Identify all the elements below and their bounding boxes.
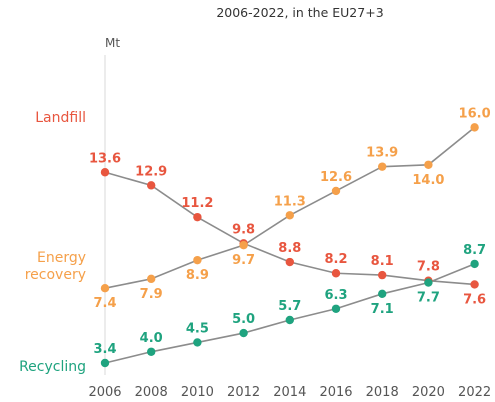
point-recycling (100, 358, 110, 368)
point-energy (147, 274, 156, 284)
data-labels: 13.6 12.9 11.2 9.8 8.8 8.2 8.1 7.8 7.6 7.4 7.9 8.9 9… (89, 106, 491, 357)
point-landfill (378, 270, 387, 280)
data-label-recycling: 7.1 (371, 302, 394, 317)
series-labels: Landfill Energy recovery Recycling (19, 110, 86, 375)
unit-label: Mt (105, 36, 120, 50)
x-axis: 2006 2008 2010 2012 2014 2016 2018 2020 2022 (88, 385, 491, 400)
point-landfill (285, 257, 294, 267)
point-recycling (193, 338, 202, 347)
data-label-energy: 14.0 (412, 173, 444, 188)
data-label-recycling: 4.0 (140, 331, 163, 346)
point-recycling (470, 259, 479, 269)
point-energy (100, 284, 110, 293)
point-recycling (378, 289, 387, 299)
x-tick-label: 2006 (88, 385, 121, 400)
data-label-landfill: 7.8 (417, 260, 440, 275)
point-energy (285, 211, 294, 220)
point-energy (470, 123, 479, 132)
x-tick-label: 2014 (273, 385, 306, 400)
data-label-recycling: 4.5 (186, 321, 209, 336)
point-energy (193, 255, 202, 265)
point-recycling (424, 278, 433, 287)
data-label-energy: 16.0 (459, 106, 491, 121)
x-tick-label: 2022 (458, 385, 491, 400)
data-label-recycling: 6.3 (324, 288, 347, 303)
point-recycling (147, 347, 156, 356)
data-label-energy: 12.6 (320, 170, 352, 185)
data-label-landfill: 8.1 (371, 254, 394, 269)
point-energy (378, 162, 387, 171)
data-label-energy: 7.9 (140, 287, 163, 302)
x-tick-label: 2020 (412, 385, 445, 400)
chart-subtitle: 2006-2022, in the EU27+3 (216, 5, 383, 20)
data-label-landfill: 8.2 (324, 252, 347, 267)
data-label-energy: 13.9 (366, 146, 398, 161)
data-label-landfill: 7.6 (463, 292, 486, 307)
data-label-landfill: 8.8 (278, 241, 301, 256)
point-recycling (331, 304, 341, 313)
data-label-energy: 7.4 (93, 296, 116, 311)
data-label-landfill: 12.9 (135, 164, 167, 179)
x-tick-label: 2010 (181, 385, 214, 400)
point-recycling (285, 315, 294, 325)
point-landfill (193, 212, 202, 222)
point-recycling (239, 328, 248, 338)
series-label-energy: Energy recovery (25, 250, 86, 283)
data-label-recycling: 3.4 (93, 342, 116, 357)
data-label-energy: 8.9 (186, 268, 209, 283)
x-tick-label: 2008 (135, 385, 168, 400)
data-label-landfill: 11.2 (181, 196, 213, 211)
data-label-energy: 9.7 (232, 253, 255, 268)
point-energy (331, 186, 341, 196)
data-label-recycling: 5.7 (278, 299, 301, 314)
data-label-energy: 11.3 (274, 194, 306, 209)
point-landfill (147, 181, 156, 190)
x-tick-label: 2012 (227, 385, 260, 400)
point-landfill (470, 280, 479, 289)
point-energy (239, 240, 248, 250)
data-label-landfill: 9.8 (232, 222, 255, 237)
series-points (100, 123, 479, 368)
point-landfill (100, 168, 110, 177)
point-energy (424, 160, 433, 169)
data-label-recycling: 5.0 (232, 312, 255, 327)
series-label-landfill: Landfill (35, 110, 86, 126)
x-tick-label: 2016 (319, 385, 352, 400)
data-label-landfill: 13.6 (89, 151, 121, 166)
data-label-recycling: 8.7 (463, 243, 486, 258)
x-tick-label: 2018 (366, 385, 399, 400)
data-label-recycling: 7.7 (417, 291, 440, 306)
series-label-recycling: Recycling (19, 359, 86, 375)
point-landfill (331, 269, 341, 278)
